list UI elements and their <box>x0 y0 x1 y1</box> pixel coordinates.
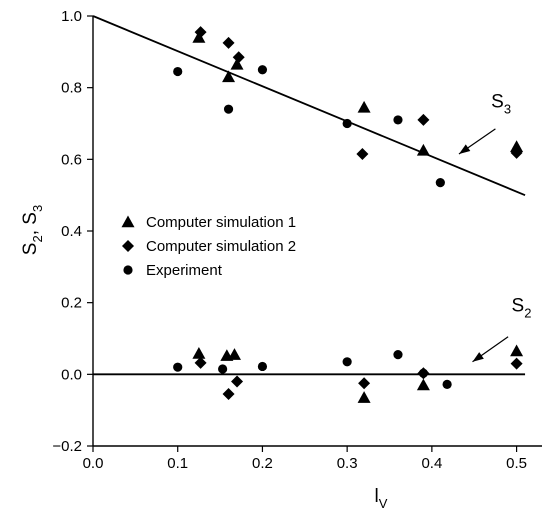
legend-label-experiment: Experiment <box>146 262 223 279</box>
x-tick-label: 0.1 <box>167 455 188 472</box>
point-experiment <box>418 368 428 378</box>
point-computer-simulation-2 <box>358 377 371 390</box>
x-tick-label: 0.0 <box>83 455 104 472</box>
label-s2: S2 <box>512 296 532 321</box>
y-axis-title: S2, S3 <box>20 205 45 255</box>
point-experiment <box>173 66 183 77</box>
label-s3: S3 <box>491 91 511 116</box>
arrowhead-label-s2 <box>472 352 484 362</box>
legend-marker-computer-simulation-2 <box>122 240 134 252</box>
x-tick-label: 0.2 <box>252 455 273 472</box>
y-tick-label: 0.8 <box>61 80 82 97</box>
point-computer-simulation-2 <box>356 147 369 160</box>
point-computer-simulation-2 <box>231 375 244 388</box>
point-experiment <box>223 104 234 114</box>
point-experiment <box>257 65 268 75</box>
point-computer-simulation-2 <box>510 146 523 159</box>
point-computer-simulation-1 <box>192 31 206 43</box>
curve-annotations: S3 S2 <box>458 91 532 363</box>
point-experiment <box>257 361 268 372</box>
point-computer-simulation-1 <box>230 57 244 70</box>
point-computer-simulation-2 <box>222 36 235 49</box>
fit-lines <box>92 15 526 376</box>
y-tick-label: −0.2 <box>52 438 82 455</box>
point-computer-simulation-1 <box>510 140 524 152</box>
x-tick-label: 0.4 <box>421 455 442 472</box>
point-computer-simulation-1 <box>227 348 241 360</box>
point-computer-simulation-2 <box>510 357 523 370</box>
line-s3 <box>92 15 526 196</box>
y-tick-label: 0.0 <box>61 366 82 383</box>
x-axis-title: lV <box>375 486 388 511</box>
point-computer-simulation-1 <box>416 378 430 391</box>
legend-marker-computer-simulation-1 <box>121 215 135 228</box>
point-computer-simulation-2 <box>232 51 245 64</box>
data-points <box>173 26 524 403</box>
point-experiment <box>218 364 228 374</box>
legend: Computer simulation 1 Computer simulation… <box>121 214 296 279</box>
y-tick-label: 0.4 <box>61 223 82 240</box>
point-experiment <box>342 118 352 129</box>
point-computer-simulation-1 <box>357 100 371 113</box>
point-experiment <box>173 362 183 372</box>
x-tick-label: 0.3 <box>337 455 358 472</box>
point-computer-simulation-1 <box>222 70 236 83</box>
point-computer-simulation-1 <box>510 344 524 357</box>
point-computer-simulation-2 <box>194 356 207 369</box>
point-experiment <box>393 115 403 125</box>
point-computer-simulation-1 <box>192 347 206 359</box>
y-tick-label: 0.2 <box>61 295 82 312</box>
point-computer-simulation-1 <box>357 391 371 403</box>
point-computer-simulation-2 <box>222 388 235 401</box>
point-experiment <box>393 350 403 360</box>
legend-marker-experiment <box>123 265 133 275</box>
point-computer-simulation-2 <box>194 26 207 39</box>
y-tick-label: 1.0 <box>61 8 82 25</box>
x-tick-label: 0.5 <box>506 455 527 472</box>
point-computer-simulation-2 <box>417 113 430 126</box>
legend-label-computer-simulation-1: Computer simulation 1 <box>146 214 296 231</box>
point-experiment <box>342 357 352 367</box>
axes: 0.0 0.1 0.2 0.3 0.4 0.5−0.20.00.20.40.60.81.0 <box>52 8 542 472</box>
point-experiment <box>442 379 452 389</box>
point-computer-simulation-1 <box>416 143 430 156</box>
point-experiment <box>435 178 445 188</box>
y-tick-label: 0.6 <box>61 151 82 168</box>
legend-label-computer-simulation-2: Computer simulation 2 <box>146 238 296 255</box>
arrowhead-label-s3 <box>458 144 471 154</box>
